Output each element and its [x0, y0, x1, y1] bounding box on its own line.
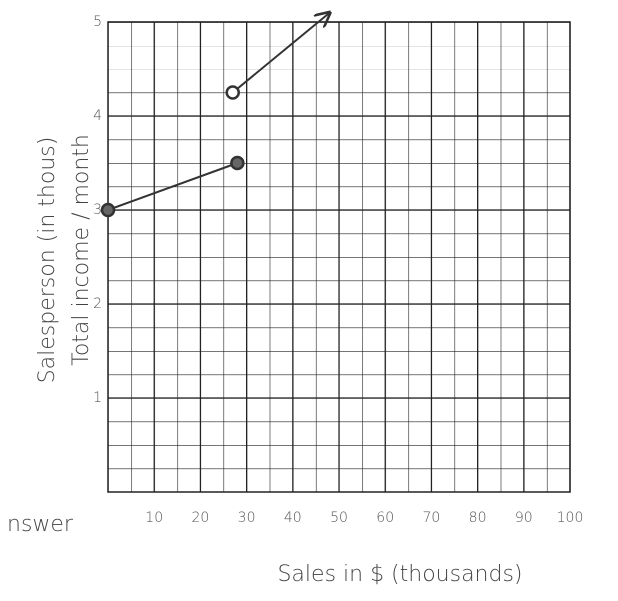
data-point	[227, 87, 239, 99]
x-tick-label: 80	[469, 510, 487, 526]
chart: Salesperson (in thous) Total income / mo…	[0, 0, 618, 601]
x-tick-label: 70	[422, 510, 440, 526]
x-tick-label: 10	[145, 510, 163, 526]
y-title: Total income / month	[69, 134, 94, 366]
y-title: Salesperson (in thous)	[35, 137, 60, 384]
y-tick-label: 2	[93, 296, 102, 312]
x-tick-label: 50	[330, 510, 348, 526]
y-tick-label: 1	[93, 390, 102, 406]
page: Salesperson (in thous) Total income / mo…	[0, 0, 618, 601]
x-tick-label: 60	[376, 510, 394, 526]
y-tick-label: 3	[93, 202, 102, 218]
x-tick-label: 30	[238, 510, 256, 526]
x-tick-label: 100	[557, 510, 584, 526]
y-tick-label: 5	[93, 14, 102, 30]
annotation: nswer	[7, 512, 74, 537]
x-tick-label: 20	[191, 510, 209, 526]
x-tick-label: 90	[515, 510, 533, 526]
data-point	[231, 157, 243, 169]
x-title: Sales in $ (thousands)	[277, 562, 522, 587]
y-tick-label: 4	[93, 108, 102, 124]
data-point	[102, 204, 114, 216]
x-tick-label: 40	[284, 510, 302, 526]
